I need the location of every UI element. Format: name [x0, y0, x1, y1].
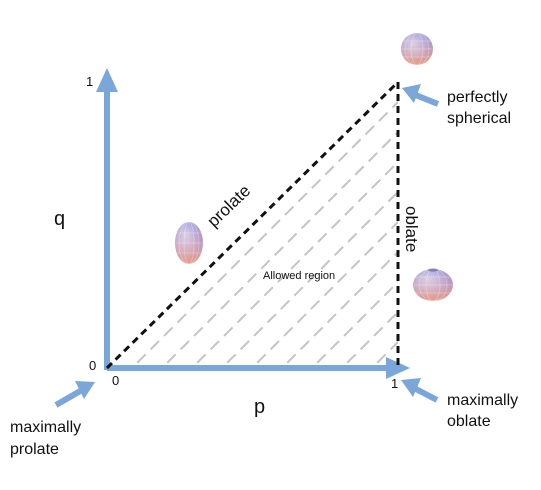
oblate-ellipsoid-icon	[413, 268, 453, 302]
x-origin-tick: 0	[112, 373, 119, 388]
spherical-callout-line1: perfectly	[447, 89, 507, 106]
max-oblate-callout-line2: oblate	[447, 413, 491, 430]
p-axis-label: p	[254, 396, 265, 418]
y-max-tick: 1	[86, 74, 93, 89]
y-origin-tick: 0	[89, 358, 96, 373]
q-axis-arrow	[96, 68, 118, 370]
q-axis-label: q	[54, 208, 65, 230]
prolate-boundary-line	[105, 80, 400, 370]
spherical-ellipsoid-icon	[401, 32, 433, 66]
max-prolate-callout-line2: prolate	[10, 441, 59, 458]
max-oblate-callout-line1: maximally	[447, 392, 518, 409]
spherical-callout-arrow	[402, 84, 440, 107]
oblate-edge-label: oblate	[402, 206, 421, 252]
x-max-tick: 1	[391, 376, 398, 391]
max-prolate-callout-line1: maximally	[10, 419, 81, 436]
spherical-callout-line2: spherical	[447, 110, 511, 127]
prolate-ellipsoid-icon	[175, 221, 203, 265]
max-oblate-callout-arrow	[401, 378, 439, 403]
allowed-region-label: Allowed region	[263, 270, 335, 282]
p-axis-arrow	[107, 357, 410, 379]
max-prolate-callout-arrow	[54, 381, 95, 408]
prolate-edge-label: prolate	[204, 181, 255, 231]
